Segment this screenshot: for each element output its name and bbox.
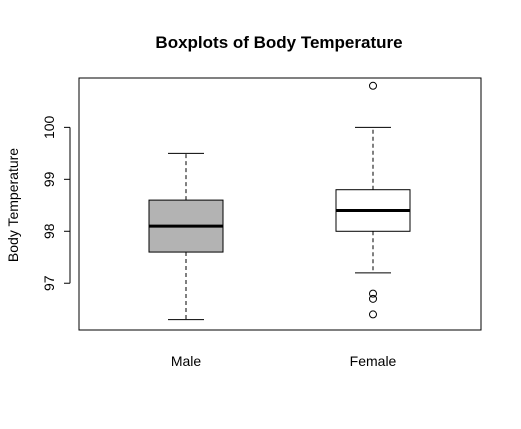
outlier-point	[369, 294, 377, 303]
chart-title: Boxplots of Body Temperature	[155, 33, 402, 52]
x-tick-label: Female	[350, 353, 397, 369]
y-tick-label: 97	[41, 275, 57, 291]
y-axis-label: Body Temperature	[5, 148, 21, 262]
x-tick-label: Male	[171, 353, 202, 369]
y-tick-label: 100	[41, 115, 57, 139]
x-axis: Male Female	[171, 353, 397, 369]
outlier-point	[369, 81, 377, 90]
outlier-point	[369, 310, 377, 319]
boxplot-female	[335, 81, 411, 319]
boxplots	[148, 81, 411, 321]
y-axis: 97 98 99 100	[41, 115, 71, 291]
plot-frame	[78, 77, 482, 331]
y-tick-label: 98	[41, 223, 57, 239]
boxplot-male	[148, 152, 224, 321]
y-tick-label: 99	[41, 171, 57, 187]
outlier-point	[369, 289, 377, 298]
